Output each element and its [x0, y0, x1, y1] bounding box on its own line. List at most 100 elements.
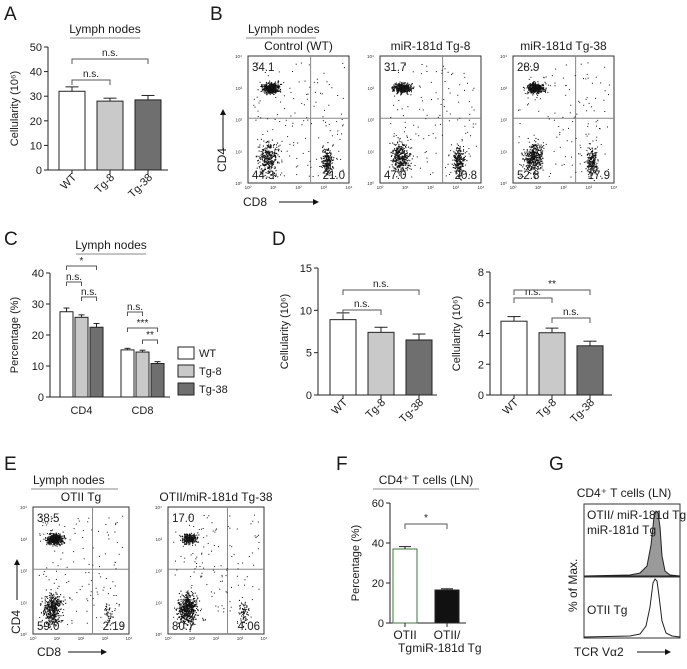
y-tick-label: 10: [30, 140, 42, 152]
panel-c-title: Lymph nodes: [75, 238, 147, 252]
x-tick-label: OTII/: [434, 628, 461, 642]
flow-x-tick-label: 10²: [213, 636, 220, 641]
flow-plot-title: miR-181d Tg-38: [520, 39, 607, 53]
flow-x-tick-label: 10⁰: [165, 636, 172, 641]
bar: [59, 91, 85, 170]
y-tick-label: 30: [32, 299, 44, 311]
flow-x-tick-label: 10³: [452, 185, 459, 190]
x-tick-label: Tg-8: [364, 397, 388, 421]
panel-b-xlabel: CD8: [243, 195, 267, 209]
y-tick-label: 20: [30, 116, 42, 128]
panel-letter-g: G: [549, 454, 564, 475]
bar: [135, 100, 161, 170]
y-tick-label: 0: [36, 165, 42, 177]
x-group-label: CD8: [131, 405, 153, 417]
panel-e-title: Lymph nodes: [33, 473, 105, 487]
significance-bracket: [514, 298, 552, 303]
flow-y-tick-label: 10²: [367, 118, 374, 123]
legend-swatch-tg8: [178, 365, 194, 377]
legend-swatch-tg38: [178, 383, 194, 395]
y-tick-label: 60: [372, 498, 384, 510]
quadrant-value-dn: 59.0: [37, 621, 59, 633]
flow-y-tick-label: 10²: [235, 118, 242, 123]
panel-g-ylabel: % of Max.: [566, 559, 580, 612]
flow-plot-title: miR-181d Tg-8: [391, 39, 471, 53]
y-axis-label: Cellularity (10⁶): [451, 296, 463, 371]
y-tick-label: 30: [30, 91, 42, 103]
panel-g-xlabel: TCR Vα2: [574, 645, 624, 659]
y-tick-label: 0: [38, 392, 44, 404]
y-tick-label: 10: [32, 361, 44, 373]
flow-x-tick-label: 10¹: [189, 636, 196, 641]
significance-label: **: [146, 330, 154, 341]
panel-letter-f: F: [336, 454, 348, 475]
panel-letter-b: B: [210, 4, 223, 25]
flow-plot: 10⁰10⁰10¹10¹10²10²10³10³10⁴10⁴OTII/miR-1…: [155, 490, 273, 641]
flow-x-tick-label: 10²: [427, 185, 434, 190]
quadrant-value-cd4: 34.1: [252, 62, 274, 74]
y-tick-label: 20: [32, 330, 44, 342]
flow-y-tick-label: 10³: [367, 86, 374, 91]
flow-y-tick-label: 10⁰: [500, 181, 507, 186]
x-tick-label: WT: [330, 396, 351, 417]
flow-y-tick-label: 10²: [500, 118, 507, 123]
panel-letter-d: D: [272, 229, 286, 250]
flow-x-tick-label: 10³: [102, 636, 109, 641]
x-tick-label: Tg-8: [93, 172, 117, 196]
significance-label: n.s.: [127, 302, 143, 313]
x-tick-label: Tg-38: [568, 397, 597, 426]
significance-bracket: [72, 59, 148, 64]
y-tick-label: 5: [306, 348, 312, 360]
trace-label-otii181d-line2: miR-181d Tg: [587, 523, 656, 537]
flow-x-tick-label: 10³: [320, 185, 327, 190]
flow-y-tick-label: 10⁰: [155, 632, 162, 637]
quadrant-value-cd8: 2.19: [103, 621, 125, 633]
significance-label: n.s.: [354, 299, 370, 310]
flow-x-tick-label: 10⁰: [30, 636, 37, 641]
trace-label-otii: OTII Tg: [587, 603, 627, 617]
y-tick-label: 0: [306, 390, 312, 402]
flow-y-tick-label: 10⁴: [155, 505, 162, 510]
y-tick-label: 50: [30, 42, 42, 54]
quadrant-value-cd4: 28.9: [517, 62, 539, 74]
flow-y-tick-label: 10³: [500, 86, 507, 91]
flow-x-tick-label: 10⁰: [510, 185, 517, 190]
flow-y-tick-label: 10³: [20, 537, 27, 542]
panel-c-legend: WT Tg-8 Tg-38: [178, 347, 228, 396]
flow-x-tick-label: 10⁴: [478, 185, 485, 190]
x-group-label: CD4: [70, 405, 92, 417]
y-tick-label: 8: [478, 267, 484, 279]
y-axis-label: Percentage (%): [9, 297, 21, 373]
flow-y-tick-label: 10⁴: [235, 54, 242, 59]
significance-label: n.s.: [563, 307, 579, 318]
flow-x-tick-label: 10¹: [270, 185, 277, 190]
significance-label: *: [80, 256, 84, 267]
x-tick-label: WT: [501, 396, 522, 417]
bar: [501, 321, 527, 395]
quadrant-value-cd4: 17.0: [172, 513, 194, 525]
flow-y-tick-label: 10¹: [155, 600, 162, 605]
flow-x-tick-label: 10¹: [535, 185, 542, 190]
flow-y-tick-label: 10⁰: [367, 181, 374, 186]
flow-y-tick-label: 10¹: [500, 149, 507, 154]
x-tick-label: WT: [59, 171, 80, 192]
quadrant-value-cd4: 38.5: [37, 513, 59, 525]
flow-y-tick-label: 10⁴: [367, 54, 374, 59]
significance-label: n.s.: [525, 287, 541, 298]
y-tick-label: 0: [478, 390, 484, 402]
flow-x-tick-label: 10²: [560, 185, 567, 190]
legend-label-tg38: Tg-38: [199, 384, 228, 396]
trace-label-otii181d-line1: OTII/ miR-181d Tg: [587, 508, 686, 522]
bar: [577, 346, 603, 395]
quadrant-value-cd4: 31.7: [384, 62, 406, 74]
significance-label: ***: [137, 318, 149, 329]
x-tick-label: Tg-8: [535, 397, 559, 421]
legend-label-wt: WT: [199, 348, 216, 360]
panel-g-title: CD4⁺ T cells (LN): [577, 486, 672, 500]
